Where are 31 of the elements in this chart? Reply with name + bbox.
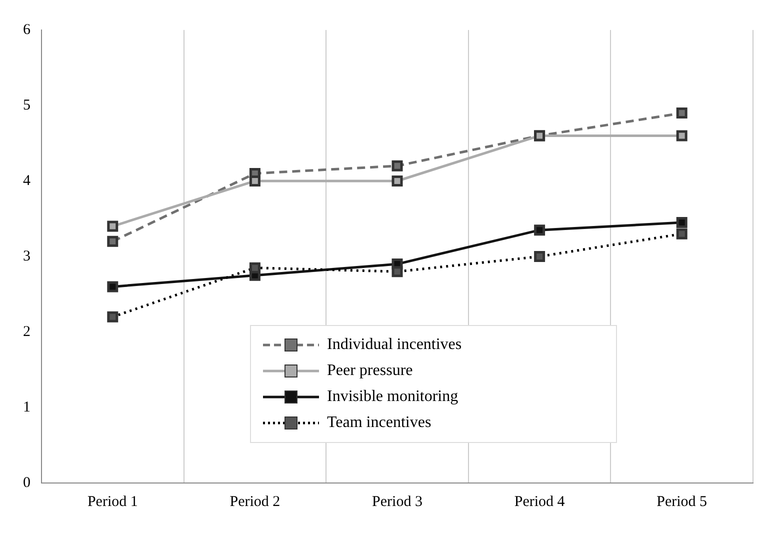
- point: [107, 220, 118, 232]
- x-tick-label: Period 5: [656, 494, 708, 510]
- point: [676, 130, 688, 142]
- y-tick-label: 5: [23, 97, 30, 114]
- point: [107, 311, 118, 322]
- legend-label: Individual incentives: [327, 336, 462, 354]
- point: [107, 236, 118, 247]
- x-tick-label: Period 3: [372, 494, 422, 510]
- legend-label: Team incentives: [327, 414, 432, 432]
- point: [392, 160, 403, 172]
- legend-label: Invisible monitoring: [327, 388, 458, 406]
- legend-label: Peer pressure: [327, 362, 413, 380]
- point: [392, 266, 403, 278]
- point: [676, 108, 688, 119]
- x-tick-label: Period 2: [230, 494, 280, 510]
- y-tick-label: 2: [23, 324, 30, 340]
- point: [249, 262, 260, 274]
- point: [676, 217, 688, 228]
- point: [249, 176, 260, 186]
- point: [392, 176, 403, 186]
- point: [107, 281, 118, 292]
- y-tick-label: 1: [23, 399, 30, 416]
- y-tick-label: 0: [23, 474, 30, 491]
- y-tick-label: 4: [23, 172, 31, 189]
- x-tick-label: Period 4: [514, 494, 566, 510]
- x-tick-label: Period 1: [87, 494, 138, 510]
- point: [534, 224, 546, 236]
- point: [676, 228, 688, 240]
- y-tick-label: 3: [23, 248, 30, 264]
- y-tick-label: 6: [23, 22, 31, 38]
- point: [534, 251, 546, 262]
